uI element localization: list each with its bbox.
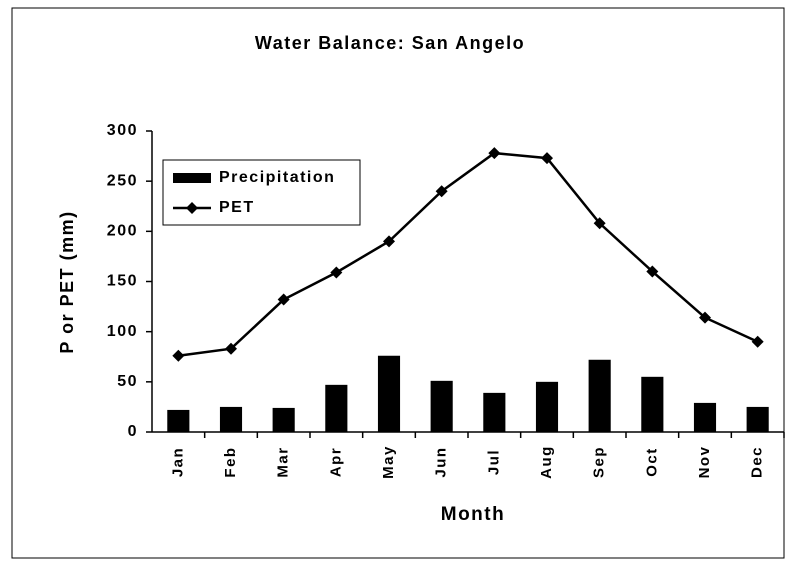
- bar: [693, 402, 717, 432]
- x-tick-label: Apr: [327, 447, 344, 477]
- x-axis-label: Month: [441, 504, 505, 525]
- x-tick-label: Mar: [275, 446, 292, 477]
- marker: [383, 235, 395, 248]
- frame: [11, 7, 785, 559]
- marker: [699, 311, 711, 324]
- y-tick-label: 0: [128, 423, 138, 440]
- bar: [746, 406, 769, 432]
- legend-label: PET: [219, 199, 255, 216]
- x-tick-label: Jan: [169, 447, 186, 477]
- line: [178, 151, 759, 357]
- x-tick-label: Aug: [538, 445, 555, 479]
- legend-swatch: [173, 173, 211, 183]
- bar: [535, 381, 559, 432]
- bar: [167, 409, 190, 432]
- x-tick-label: Jun: [433, 446, 450, 477]
- y-tick-label: 100: [107, 323, 138, 340]
- marker: [593, 217, 606, 230]
- marker: [646, 265, 659, 278]
- bar: [272, 407, 295, 432]
- bar: [325, 384, 348, 432]
- y-tick-label: 300: [107, 122, 138, 139]
- marker: [435, 185, 448, 198]
- marker: [172, 349, 185, 362]
- y-axis-label: P or PET (mm): [57, 210, 77, 353]
- marker: [751, 335, 764, 348]
- marker: [541, 152, 553, 165]
- x-tick-label: Nov: [696, 446, 713, 479]
- y-tick-label: 150: [107, 273, 138, 290]
- marker: [488, 147, 501, 160]
- x-tick-label: May: [380, 445, 397, 479]
- x-tick-label: Feb: [222, 446, 239, 477]
- bar: [483, 392, 506, 432]
- y-tick-label: 50: [117, 373, 138, 390]
- bar: [430, 380, 453, 432]
- x-tick-label: Sep: [591, 446, 608, 478]
- legend-box: [162, 159, 361, 226]
- chart-title: Water Balance: San Angelo: [255, 33, 525, 53]
- x-tick-label: Dec: [749, 446, 766, 478]
- y-tick-label: 200: [107, 223, 138, 240]
- marker: [225, 342, 237, 355]
- bar: [219, 406, 243, 432]
- legend-label: Precipitation: [219, 169, 335, 186]
- x-tick-label: Jul: [485, 449, 502, 475]
- marker: [330, 266, 343, 279]
- legend-marker: [186, 202, 198, 214]
- marker: [277, 293, 290, 306]
- y-tick-label: 250: [107, 172, 138, 189]
- bar: [377, 355, 401, 432]
- x-tick-label: Oct: [643, 447, 660, 477]
- bar: [588, 359, 611, 432]
- bar: [641, 376, 664, 432]
